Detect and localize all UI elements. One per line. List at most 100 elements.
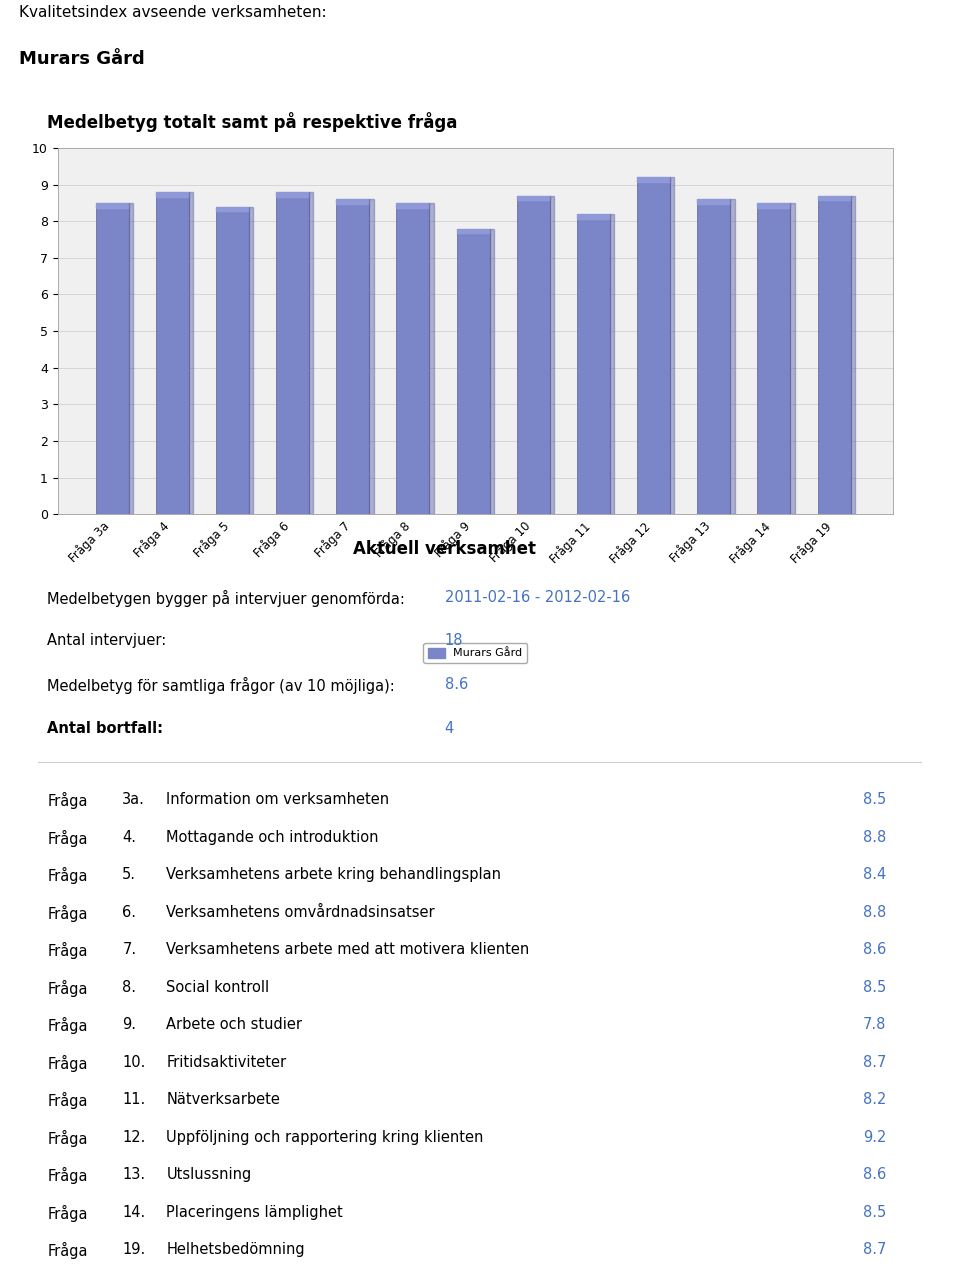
Text: Fråga: Fråga xyxy=(47,829,87,847)
Text: Verksamhetens arbete kring behandlingsplan: Verksamhetens arbete kring behandlingspl… xyxy=(166,868,501,882)
Bar xyxy=(757,203,790,514)
Text: Information om verksamheten: Information om verksamheten xyxy=(166,792,390,808)
Text: Kvalitetsindex avseende verksamheten:: Kvalitetsindex avseende verksamheten: xyxy=(19,4,326,19)
Bar xyxy=(276,192,309,514)
Text: Nätverksarbete: Nätverksarbete xyxy=(166,1092,280,1107)
Text: Fråga: Fråga xyxy=(47,943,87,959)
Bar xyxy=(156,192,189,514)
Text: Medelbetygen bygger på intervjuer genomförda:: Medelbetygen bygger på intervjuer genomf… xyxy=(47,590,405,607)
Text: Fråga: Fråga xyxy=(47,980,87,997)
Text: 8.5: 8.5 xyxy=(863,980,886,995)
Text: Fråga: Fråga xyxy=(47,1055,87,1073)
Text: 8.: 8. xyxy=(122,980,136,995)
Text: 19.: 19. xyxy=(122,1242,146,1258)
Text: Aktuell verksamhet: Aktuell verksamhet xyxy=(353,540,537,558)
Text: Medelbetyg för samtliga frågor (av 10 möjliga):: Medelbetyg för samtliga frågor (av 10 mö… xyxy=(47,676,395,694)
Bar xyxy=(697,199,731,204)
Bar xyxy=(396,203,429,514)
Bar xyxy=(396,203,429,207)
Text: Fråga: Fråga xyxy=(47,868,87,885)
Bar xyxy=(757,203,790,207)
Text: Mottagande och introduktion: Mottagande och introduktion xyxy=(166,829,379,845)
Bar xyxy=(370,199,373,514)
Text: 8.2: 8.2 xyxy=(863,1092,886,1107)
Bar xyxy=(336,199,370,204)
Text: 8.5: 8.5 xyxy=(863,792,886,808)
Text: Antal bortfall:: Antal bortfall: xyxy=(47,720,163,736)
Text: 3a.: 3a. xyxy=(122,792,145,808)
Text: 13.: 13. xyxy=(122,1168,145,1182)
Text: Fritidsaktiviteter: Fritidsaktiviteter xyxy=(166,1055,287,1070)
Bar xyxy=(516,195,550,514)
Bar xyxy=(818,195,851,514)
Text: 8.8: 8.8 xyxy=(863,905,886,919)
Legend: Murars Gård: Murars Gård xyxy=(423,643,527,662)
Text: Fråga: Fråga xyxy=(47,1242,87,1259)
Bar xyxy=(577,213,610,219)
Bar xyxy=(731,199,734,514)
Text: Social kontroll: Social kontroll xyxy=(166,980,270,995)
Bar xyxy=(216,207,249,211)
Text: 4: 4 xyxy=(444,720,454,736)
Text: Verksamhetens arbete med att motivera klienten: Verksamhetens arbete med att motivera kl… xyxy=(166,943,530,958)
Bar xyxy=(129,203,132,514)
Bar xyxy=(336,199,370,514)
Bar xyxy=(429,203,434,514)
Bar xyxy=(96,203,129,514)
Text: Fråga: Fråga xyxy=(47,1205,87,1222)
Text: 2011-02-16 - 2012-02-16: 2011-02-16 - 2012-02-16 xyxy=(444,590,630,604)
Bar xyxy=(309,192,313,514)
Text: 10.: 10. xyxy=(122,1055,146,1070)
Text: Helhetsbedömning: Helhetsbedömning xyxy=(166,1242,305,1258)
Bar xyxy=(550,195,554,514)
Bar xyxy=(96,203,129,207)
Text: 8.4: 8.4 xyxy=(863,868,886,882)
Bar xyxy=(790,203,795,514)
Text: 9.: 9. xyxy=(122,1017,136,1033)
Bar xyxy=(156,192,189,197)
Bar xyxy=(457,229,490,233)
Text: Fråga: Fråga xyxy=(47,1168,87,1184)
Text: Fråga: Fråga xyxy=(47,792,87,809)
Bar xyxy=(697,199,731,514)
Bar xyxy=(276,192,309,197)
Text: Fråga: Fråga xyxy=(47,1092,87,1110)
Text: 5.: 5. xyxy=(122,868,136,882)
Bar xyxy=(670,177,674,514)
Text: Uppföljning och rapportering kring klienten: Uppföljning och rapportering kring klien… xyxy=(166,1130,484,1145)
Bar xyxy=(637,177,670,514)
Text: Antal intervjuer:: Antal intervjuer: xyxy=(47,633,166,648)
Text: 9.2: 9.2 xyxy=(863,1130,886,1145)
Text: 18: 18 xyxy=(444,633,463,648)
Bar xyxy=(637,177,670,183)
Text: Placeringens lämplighet: Placeringens lämplighet xyxy=(166,1205,344,1220)
Text: 8.7: 8.7 xyxy=(863,1242,886,1258)
Text: 14.: 14. xyxy=(122,1205,146,1220)
Text: Fråga: Fråga xyxy=(47,905,87,922)
Text: 4.: 4. xyxy=(122,829,136,845)
Text: 8.7: 8.7 xyxy=(863,1055,886,1070)
Bar xyxy=(516,195,550,201)
Bar xyxy=(490,229,493,514)
Bar xyxy=(818,195,851,201)
Text: 7.: 7. xyxy=(122,943,136,958)
Bar xyxy=(610,213,614,514)
Text: Arbete och studier: Arbete och studier xyxy=(166,1017,302,1033)
Text: 8.8: 8.8 xyxy=(863,829,886,845)
Text: 6.: 6. xyxy=(122,905,136,919)
Text: 11.: 11. xyxy=(122,1092,146,1107)
Bar xyxy=(216,207,249,514)
Bar xyxy=(457,229,490,514)
Text: 12.: 12. xyxy=(122,1130,146,1145)
Text: Murars Gård: Murars Gård xyxy=(19,49,145,67)
Text: 8.5: 8.5 xyxy=(863,1205,886,1220)
Text: Utslussning: Utslussning xyxy=(166,1168,252,1182)
Bar xyxy=(249,207,253,514)
Text: Verksamhetens omvårdnadsinsatser: Verksamhetens omvårdnadsinsatser xyxy=(166,905,435,919)
Text: 7.8: 7.8 xyxy=(863,1017,886,1033)
Text: 8.6: 8.6 xyxy=(444,676,468,692)
Text: 8.6: 8.6 xyxy=(863,1168,886,1182)
Text: Fråga: Fråga xyxy=(47,1130,87,1147)
Bar xyxy=(851,195,854,514)
Text: Medelbetyg totalt samt på respektive fråga: Medelbetyg totalt samt på respektive frå… xyxy=(47,112,458,132)
